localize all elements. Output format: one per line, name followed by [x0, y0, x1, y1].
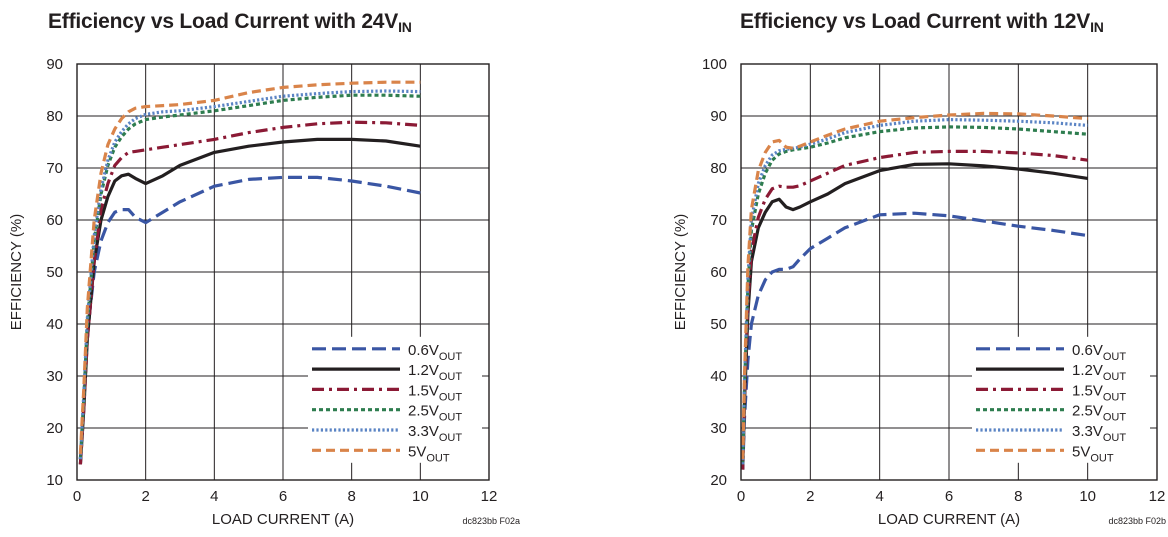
x-tick-label: 10 [1079, 488, 1096, 505]
series-line-2p5v [78, 93, 421, 460]
figure-id-label: dc823bb F02b [1108, 516, 1166, 526]
y-tick-label: 30 [710, 420, 727, 437]
x-tick-label: 2 [806, 488, 814, 505]
y-axis-label: EFFICIENCY (%) [672, 214, 689, 330]
plot-frame [740, 63, 1158, 481]
series-line-1p2v [741, 162, 1088, 470]
series-group [741, 111, 1088, 470]
series-line-1p5v [741, 149, 1088, 470]
x-axis-label: LOAD CURRENT (A) [878, 511, 1020, 528]
x-tick-label: 12 [1149, 488, 1166, 505]
x-tick-label: 12 [481, 488, 498, 505]
series-line-3p3v [741, 117, 1088, 465]
y-tick-label: 20 [710, 472, 727, 489]
chart-title: Efficiency vs Load Current with 24VIN [48, 10, 412, 35]
series-line-2p5v [741, 125, 1088, 465]
series-group [78, 80, 421, 465]
x-tick-label: 10 [412, 488, 429, 505]
y-tick-label: 70 [46, 160, 63, 177]
series-line-0p6v [741, 211, 1088, 470]
legend-background [308, 336, 482, 463]
y-tick-label: 50 [710, 316, 727, 333]
y-tick-label: 100 [702, 56, 727, 73]
y-tick-label: 70 [710, 212, 727, 229]
chart-title: Efficiency vs Load Current with 12VIN [740, 10, 1104, 35]
x-tick-label: 0 [737, 488, 745, 505]
x-tick-label: 6 [279, 488, 287, 505]
chart-24vin: Efficiency vs Load Current with 24VIN 0 2… [0, 0, 560, 537]
x-tick-label: 4 [210, 488, 218, 505]
figure-id-label: dc823bb F02a [462, 516, 520, 526]
series-line-5v [741, 111, 1088, 460]
x-axis-label: LOAD CURRENT (A) [212, 511, 354, 528]
y-tick-label: 10 [46, 472, 63, 489]
y-tick-label: 90 [46, 56, 63, 73]
series-line-1p5v [78, 120, 421, 465]
x-tick-label: 0 [73, 488, 81, 505]
legend-background [972, 336, 1150, 463]
y-tick-label: 60 [710, 264, 727, 281]
y-tick-label: 60 [46, 212, 63, 229]
x-tick-label: 8 [1014, 488, 1022, 505]
chart-12vin-plot: 0 2 4 6 8 10 12 20 30 40 50 60 70 80 90 100 LOAD CURRENT… [672, 56, 1166, 528]
chart-24vin-plot: 0 2 4 6 8 10 12 10 20 30 40 50 60 70 80 90 LOAD CURRENT … [8, 56, 520, 528]
x-tick-label: 2 [141, 488, 149, 505]
y-tick-label: 50 [46, 264, 63, 281]
y-tick-label: 80 [46, 108, 63, 125]
y-axis-label: EFFICIENCY (%) [8, 214, 25, 330]
y-tick-label: 20 [46, 420, 63, 437]
series-line-3p3v [78, 89, 421, 460]
plot-frame [76, 63, 490, 481]
y-tick-label: 40 [46, 316, 63, 333]
y-tick-label: 90 [710, 108, 727, 125]
y-tick-label: 80 [710, 160, 727, 177]
x-tick-label: 4 [875, 488, 883, 505]
series-line-5v [78, 80, 421, 455]
x-tick-label: 8 [347, 488, 355, 505]
x-tick-label: 6 [945, 488, 953, 505]
y-tick-label: 40 [710, 368, 727, 385]
y-tick-label: 30 [46, 368, 63, 385]
